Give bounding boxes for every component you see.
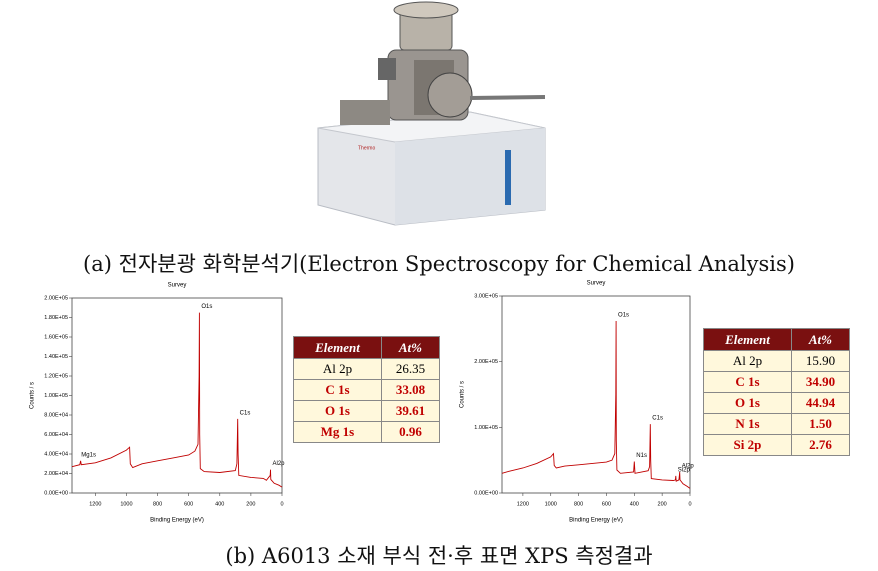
peak-label: Al2p bbox=[272, 461, 285, 467]
table-cell: 39.61 bbox=[380, 400, 441, 422]
table-row: O 1s 44.94 bbox=[703, 392, 851, 414]
svg-text:Thermo: Thermo bbox=[358, 145, 375, 151]
peak-label: Al2p bbox=[682, 464, 695, 470]
table-row: N 1s 1.50 bbox=[703, 413, 851, 435]
x-tick-label: 600 bbox=[602, 501, 611, 507]
spectrum-line bbox=[71, 312, 283, 488]
y-tick-label: 1.80E+05 bbox=[44, 315, 68, 321]
y-tick-label: 0.00E+00 bbox=[474, 490, 498, 496]
table-header-row: Element At% bbox=[703, 328, 851, 351]
header-cell: Element bbox=[703, 328, 792, 351]
table-row: C 1s 33.08 bbox=[293, 379, 441, 401]
y-tick-label: 8.00E+04 bbox=[44, 412, 68, 418]
x-tick-label: 400 bbox=[630, 501, 639, 507]
x-tick-label: 0 bbox=[688, 501, 691, 507]
caption: (a) 전자분광 화학분석기(Electron Spectroscopy for… bbox=[83, 252, 795, 276]
table-cell: 33.08 bbox=[380, 379, 441, 401]
table-cell: 15.90 bbox=[790, 350, 851, 372]
x-tick-label: 200 bbox=[658, 501, 667, 507]
x-axis-label: Binding Energy (eV) bbox=[569, 518, 623, 524]
table-cell: C 1s bbox=[703, 371, 792, 393]
spectrum-line bbox=[501, 320, 691, 489]
y-tick-label: 1.00E+05 bbox=[474, 425, 498, 431]
chart-title: Survey bbox=[168, 283, 187, 289]
table-cell: Al 2p bbox=[703, 350, 792, 372]
table-cell: 34.90 bbox=[790, 371, 851, 393]
x-tick-label: 200 bbox=[246, 501, 255, 507]
table-cell: 2.76 bbox=[790, 434, 851, 456]
peak-label: C1s bbox=[240, 410, 251, 416]
x-axis-label: Binding Energy (eV) bbox=[150, 518, 204, 524]
header-cell: Element bbox=[293, 336, 382, 359]
table-cell: Al 2p bbox=[293, 358, 382, 380]
y-tick-label: 2.00E+05 bbox=[474, 359, 498, 365]
table-header-row: Element At% bbox=[293, 336, 441, 359]
x-tick-label: 0 bbox=[280, 501, 283, 507]
peak-label: O1s bbox=[618, 313, 629, 319]
peak-label: Si2p bbox=[678, 468, 691, 474]
y-tick-label: 3.00E+05 bbox=[474, 293, 498, 299]
table-cell: 26.35 bbox=[380, 358, 441, 380]
peak-label: N1s bbox=[636, 453, 647, 459]
header-cell: At% bbox=[790, 328, 851, 351]
x-tick-label: 800 bbox=[153, 501, 162, 507]
table-row: Mg 1s 0.96 bbox=[293, 421, 441, 443]
y-tick-label: 1.40E+05 bbox=[44, 354, 68, 360]
plot-frame bbox=[71, 297, 283, 494]
table-cell: 1.50 bbox=[790, 413, 851, 435]
x-tick-label: 1200 bbox=[89, 501, 101, 507]
peak-label: Mg1s bbox=[81, 452, 96, 458]
table-cell: Si 2p bbox=[703, 434, 792, 456]
y-tick-label: 1.60E+05 bbox=[44, 334, 68, 340]
table-row: O 1s 39.61 bbox=[293, 400, 441, 422]
element-table: Element At% Al 2p 26.35 C 1s 33.08 O 1s 39.61 Mg… bbox=[293, 336, 441, 443]
y-tick-label: 2.00E+04 bbox=[44, 471, 68, 477]
y-axis-label: Counts / s bbox=[30, 382, 36, 409]
table-row: C 1s 34.90 bbox=[703, 371, 851, 393]
table-cell: C 1s bbox=[293, 379, 382, 401]
y-tick-label: 1.00E+05 bbox=[44, 393, 68, 399]
x-tick-label: 800 bbox=[574, 501, 583, 507]
x-tick-label: 600 bbox=[184, 501, 193, 507]
y-axis-label: Counts / s bbox=[460, 381, 466, 408]
y-tick-label: 2.00E+05 bbox=[44, 295, 68, 301]
plot-frame bbox=[501, 295, 691, 494]
table-cell: O 1s bbox=[703, 392, 792, 414]
table-cell: O 1s bbox=[293, 400, 382, 422]
y-tick-label: 1.20E+05 bbox=[44, 373, 68, 379]
table-cell: 0.96 bbox=[380, 421, 441, 443]
y-tick-label: 0.00E+00 bbox=[44, 490, 68, 496]
peak-label: C1s bbox=[652, 416, 663, 422]
caption: (b) A6013 소재 부식 전·후 표면 XPS 측정결과 bbox=[225, 544, 653, 568]
x-tick-label: 1200 bbox=[517, 501, 529, 507]
x-tick-label: 1000 bbox=[545, 501, 557, 507]
peak-label: O1s bbox=[201, 304, 212, 310]
x-tick-label: 400 bbox=[215, 501, 224, 507]
table-cell: Mg 1s bbox=[293, 421, 382, 443]
x-tick-label: 1000 bbox=[120, 501, 132, 507]
chart-title: Survey bbox=[587, 281, 606, 287]
element-table: Element At% Al 2p 15.90 C 1s 34.90 O 1s 44.94 N … bbox=[703, 328, 851, 456]
table-cell: N 1s bbox=[703, 413, 792, 435]
y-tick-label: 4.00E+04 bbox=[44, 451, 68, 457]
table-row: Al 2p 26.35 bbox=[293, 358, 441, 380]
y-tick-label: 6.00E+04 bbox=[44, 432, 68, 438]
table-cell: 44.94 bbox=[790, 392, 851, 414]
header-cell: At% bbox=[380, 336, 441, 359]
table-row: Al 2p 15.90 bbox=[703, 350, 851, 372]
table-row: Si 2p 2.76 bbox=[703, 434, 851, 456]
